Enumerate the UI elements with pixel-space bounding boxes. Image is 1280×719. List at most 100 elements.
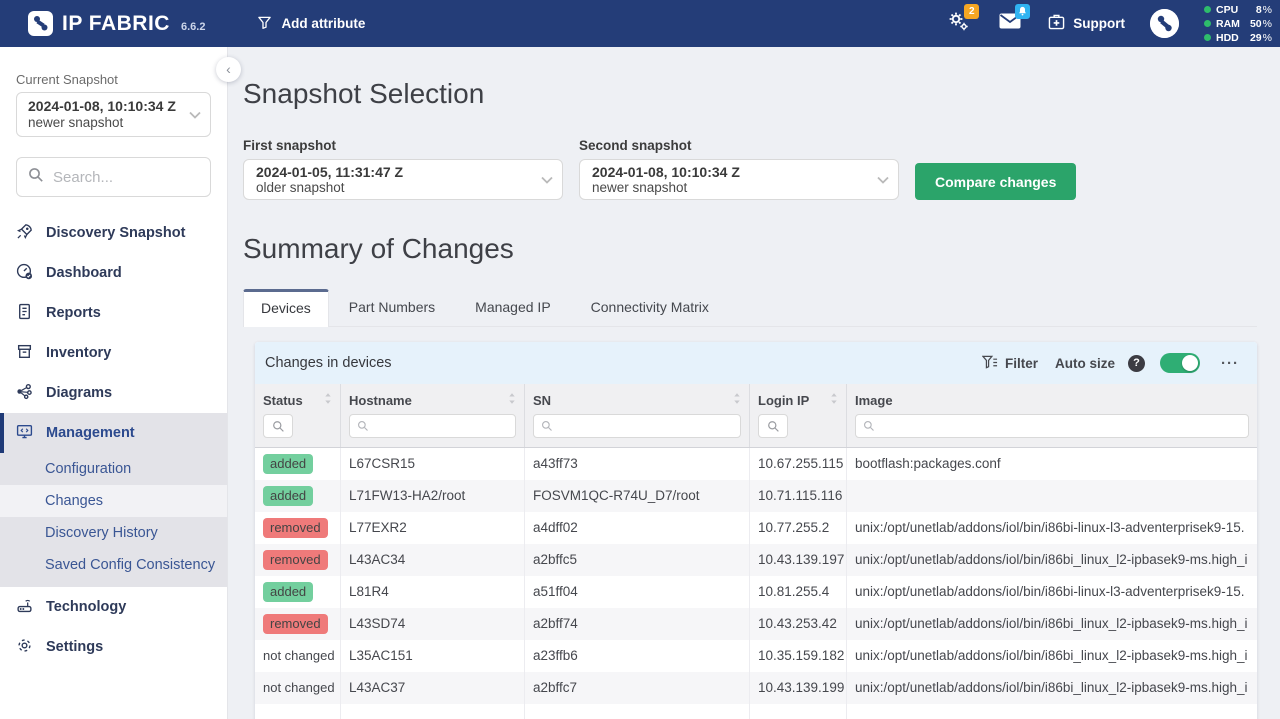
cell-login-ip: 10.81.255.4 [750, 576, 847, 608]
first-aid-icon [1048, 14, 1065, 33]
ram-label: RAM [1216, 17, 1240, 30]
sidebar-subitem-discovery-history[interactable]: Discovery History [0, 517, 227, 549]
column-header-sn[interactable]: SN [525, 384, 750, 410]
compare-changes-button[interactable]: Compare changes [915, 163, 1077, 200]
column-header-login-ip[interactable]: Login IP [750, 384, 847, 410]
sidebar-item-settings[interactable]: Settings [0, 627, 227, 667]
help-icon[interactable]: ? [1128, 354, 1145, 372]
management-section: Management Configuration Changes Discove… [0, 413, 227, 587]
cell-hostname: L67CSR15 [341, 448, 525, 480]
status-badge: removed [263, 518, 328, 538]
more-options-button[interactable]: ··· [1221, 354, 1239, 372]
second-snapshot-subtitle: newer snapshot [592, 180, 688, 195]
column-header-image[interactable]: Image [855, 392, 893, 408]
table-row[interactable]: added L71FW13-HA2/root FOSVM1QC-R74U_D7/… [255, 480, 1257, 512]
sidebar-item-inventory[interactable]: Inventory [0, 333, 227, 373]
cell-image: unix:/opt/unetlab/addons/iol/bin/i86bi-l… [855, 520, 1245, 535]
ipfabric-logo-icon [28, 11, 53, 36]
cell-image: unix:/opt/unetlab/addons/iol/bin/i86bi-l… [855, 584, 1245, 599]
sort-icon[interactable] [733, 392, 741, 408]
column-header-status[interactable]: Status [255, 384, 341, 410]
login-ip-filter-button[interactable] [758, 414, 788, 438]
table-row[interactable]: added L67CSR15 a43ff73 10.67.255.115 boo… [255, 448, 1257, 480]
sidebar-collapse-button[interactable]: ‹ [216, 57, 241, 82]
topbar-right: 2 Support [946, 3, 1274, 45]
cell-sn: a2bffc7 [525, 672, 750, 704]
sn-filter-input[interactable] [533, 414, 741, 438]
sidebar-item-diagrams[interactable]: Diagrams [0, 373, 227, 413]
sidebar-item-technology[interactable]: Technology [0, 587, 227, 627]
cell-hostname: L43SD74 [341, 608, 525, 640]
tab-connectivity-matrix[interactable]: Connectivity Matrix [590, 299, 709, 315]
sidebar-subitem-configuration[interactable]: Configuration [0, 453, 227, 485]
table-head: Status Hostname SN [255, 384, 1257, 448]
cell-hostname: L71FW13-HA2/root [341, 480, 525, 512]
sidebar-item-dashboard[interactable]: Dashboard [0, 253, 227, 293]
sidebar-item-label: Settings [46, 639, 104, 655]
cell-sn: a4dff02 [525, 512, 750, 544]
cell-hostname: L35AC151 [341, 640, 525, 672]
table-row[interactable]: removed L43SD74 a2bff74 10.43.253.42 uni… [255, 608, 1257, 640]
column-header-hostname[interactable]: Hostname [341, 384, 525, 410]
image-filter-input[interactable] [855, 414, 1249, 438]
cell-login-ip: 10.77.255.2 [750, 512, 847, 544]
second-snapshot-value: 2024-01-08, 10:10:34 Z [592, 164, 740, 180]
cell-image: bootflash:packages.conf [855, 456, 1001, 471]
cell-hostname: L81R4 [341, 576, 525, 608]
chevron-down-icon [189, 106, 201, 124]
sidebar-item-label: Management [46, 425, 135, 441]
sidebar-item-reports[interactable]: Reports [0, 293, 227, 333]
table-row[interactable]: not changed L43AC37 a2bffc7 10.43.139.19… [255, 672, 1257, 704]
user-avatar[interactable] [1150, 9, 1179, 38]
status-badge: removed [263, 550, 328, 570]
first-snapshot-field: First snapshot 2024-01-05, 11:31:47 Z ol… [243, 138, 563, 200]
filter-button[interactable]: Filter [981, 355, 1038, 372]
rocket-icon [16, 223, 33, 244]
tab-devices[interactable]: Devices [243, 289, 329, 327]
sidebar-item-discovery-snapshot[interactable]: Discovery Snapshot [0, 213, 227, 253]
autosize-toggle[interactable] [1160, 353, 1200, 373]
chevron-down-icon [877, 171, 889, 189]
cell-login-ip: 10.35.159.182 [750, 640, 847, 672]
add-attribute-button[interactable]: Add attribute [257, 15, 365, 33]
first-snapshot-select[interactable]: 2024-01-05, 11:31:47 Z older snapshot [243, 159, 563, 200]
sort-icon[interactable] [508, 392, 516, 408]
sidebar-item-management[interactable]: Management [0, 413, 227, 453]
sort-icon[interactable] [830, 392, 838, 408]
settings-notifications-button[interactable]: 2 [946, 3, 980, 38]
tab-managed-ip[interactable]: Managed IP [475, 299, 551, 315]
panel-toolbar: Filter Auto size ? ··· [981, 353, 1239, 373]
table-row[interactable]: removed L43AC34 a2bffc5 10.43.139.197 un… [255, 544, 1257, 576]
sidebar-search-input[interactable]: Search... [16, 157, 211, 197]
messages-button[interactable] [997, 3, 1031, 37]
submenu-item-label: Saved Config Consistency [45, 557, 216, 573]
hdd-value: 29 [1249, 31, 1262, 44]
sidebar-item-label: Inventory [46, 345, 112, 361]
sort-icon[interactable] [324, 392, 332, 408]
ipfabric-logo[interactable]: IP FABRIC 6.6.2 [28, 11, 205, 36]
cell-login-ip: 10.67.255.115 [750, 448, 847, 480]
table-row[interactable]: added L81R4 a51ff04 10.81.255.4 unix:/op… [255, 576, 1257, 608]
sidebar-item-label: Technology [46, 599, 127, 615]
gears-icon [947, 9, 971, 38]
ram-value: 50 [1249, 17, 1262, 30]
current-snapshot-select[interactable]: 2024-01-08, 10:10:34 Z newer snapshot [16, 92, 211, 137]
hdd-status-dot-icon [1204, 34, 1211, 41]
table-row[interactable]: removed L77EXR2 a4dff02 10.77.255.2 unix… [255, 512, 1257, 544]
status-filter-button[interactable] [263, 414, 293, 438]
sidebar-subitem-saved-config-consistency[interactable]: Saved Config Consistency [0, 549, 227, 581]
tabs-bar: Devices Part Numbers Managed IP Connecti… [243, 289, 1257, 327]
table-row[interactable]: not changed L35AC151 a23ffb6 10.35.159.1… [255, 640, 1257, 672]
system-stats: CPU 8 % RAM 50 % HDD 29 % [1204, 3, 1272, 45]
second-snapshot-select[interactable]: 2024-01-08, 10:10:34 Z newer snapshot [579, 159, 899, 200]
cell-image: unix:/opt/unetlab/addons/iol/bin/i86bi_l… [855, 648, 1248, 663]
hostname-filter-input[interactable] [349, 414, 516, 438]
status-badge: added [263, 454, 314, 474]
sidebar-subitem-changes[interactable]: Changes [0, 485, 227, 517]
bell-icon [1015, 3, 1031, 19]
filter-list-icon [981, 355, 998, 372]
support-button[interactable]: Support [1048, 14, 1125, 33]
tab-part-numbers[interactable]: Part Numbers [348, 299, 436, 315]
status-badge: not changed [263, 680, 335, 695]
